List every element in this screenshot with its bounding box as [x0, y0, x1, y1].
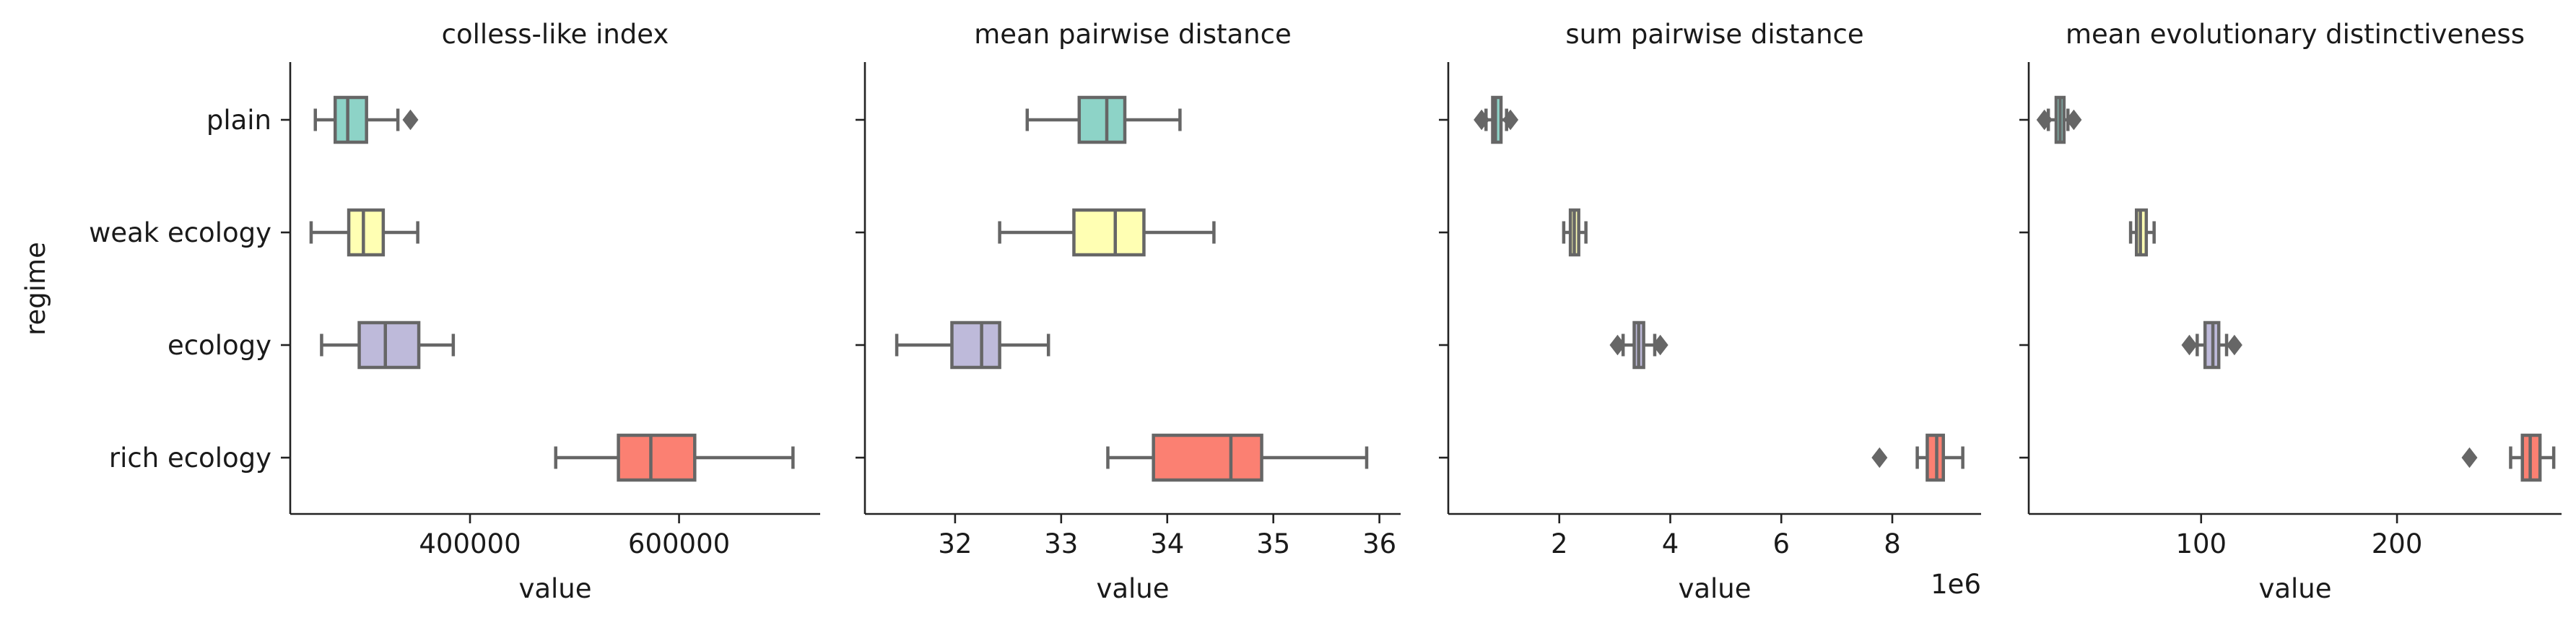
- x-axis-label: value: [1678, 573, 1751, 604]
- iqr-box: [950, 320, 1001, 370]
- x-tick-label: 200: [2372, 528, 2423, 559]
- panel-3: sum pairwise distance 2 4 6 8 value 1e6: [1439, 19, 1981, 604]
- outlier-point: [402, 109, 419, 131]
- box-rich-ecology: [1871, 433, 1964, 482]
- box-plain: [2036, 95, 2082, 144]
- iqr-box: [1072, 208, 1146, 257]
- box-rich-ecology: [1106, 433, 1369, 482]
- panel-1: colless-like index plain weak ecology ecolo…: [89, 19, 820, 604]
- x-tick-label: 4: [1662, 528, 1679, 559]
- y-axis-label: regime: [20, 242, 51, 336]
- x-tick-label: 6: [1772, 528, 1790, 559]
- y-tick-label: ecology: [167, 330, 271, 361]
- box-plain: [1474, 95, 1519, 144]
- panel-title: colless-like index: [442, 19, 669, 50]
- box-weak-ecology: [2128, 208, 2156, 257]
- panel-title: sum pairwise distance: [1565, 19, 1863, 50]
- outlier-point: [2226, 334, 2242, 356]
- x-tick-label: 34: [1150, 528, 1184, 559]
- outlier-point: [1474, 109, 1490, 131]
- outlier-point: [2461, 447, 2478, 468]
- box-rich-ecology: [554, 433, 795, 482]
- x-offset-text: 1e6: [1931, 569, 1981, 600]
- iqr-box: [357, 320, 421, 370]
- outlier-point: [2181, 334, 2198, 356]
- box-weak-ecology: [309, 208, 419, 257]
- outlier-point: [1502, 109, 1519, 131]
- outlier-point: [1652, 334, 1668, 356]
- x-tick-label: 600000: [628, 528, 730, 559]
- y-tick-label: plain: [206, 105, 271, 136]
- iqr-box: [334, 95, 368, 144]
- x-tick-label: 2: [1551, 528, 1568, 559]
- box-rich-ecology: [2461, 433, 2556, 482]
- x-tick-label: 400000: [419, 528, 521, 559]
- box-weak-ecology: [1562, 208, 1588, 257]
- panel-title: mean evolutionary distinctiveness: [2066, 19, 2525, 50]
- box-weak-ecology: [998, 208, 1216, 257]
- x-tick-label: 33: [1044, 528, 1078, 559]
- x-tick-label: 35: [1256, 528, 1290, 559]
- iqr-box: [1077, 95, 1127, 144]
- x-tick-label: 36: [1362, 528, 1396, 559]
- outlier-point: [2036, 109, 2053, 131]
- x-tick-label: 8: [1884, 528, 1901, 559]
- x-tick-label: 100: [2175, 528, 2227, 559]
- panel-title: mean pairwise distance: [974, 19, 1291, 50]
- x-tick-label: 32: [938, 528, 972, 559]
- panel-4: mean evolutionary distinctiveness 100 200 v…: [2019, 19, 2562, 604]
- iqr-box: [1152, 433, 1263, 482]
- y-tick-label: rich ecology: [109, 442, 271, 474]
- x-axis-label: value: [1096, 573, 1169, 604]
- x-axis-label: value: [518, 573, 591, 604]
- iqr-box: [617, 433, 697, 482]
- y-tick-label: weak ecology: [89, 217, 271, 248]
- x-axis-label: value: [2258, 573, 2331, 604]
- iqr-box: [347, 208, 386, 257]
- outlier-point: [2066, 109, 2082, 131]
- box-ecology: [1609, 320, 1668, 370]
- panel-2: mean pairwise distance 32 33 34 35 36 value: [856, 19, 1401, 604]
- box-ecology: [895, 320, 1050, 370]
- box-ecology: [320, 320, 456, 370]
- box-plain: [1025, 95, 1182, 144]
- outlier-point: [1609, 334, 1626, 356]
- box-ecology: [2181, 320, 2242, 370]
- outlier-point: [1871, 447, 1888, 468]
- box-plain: [313, 95, 419, 144]
